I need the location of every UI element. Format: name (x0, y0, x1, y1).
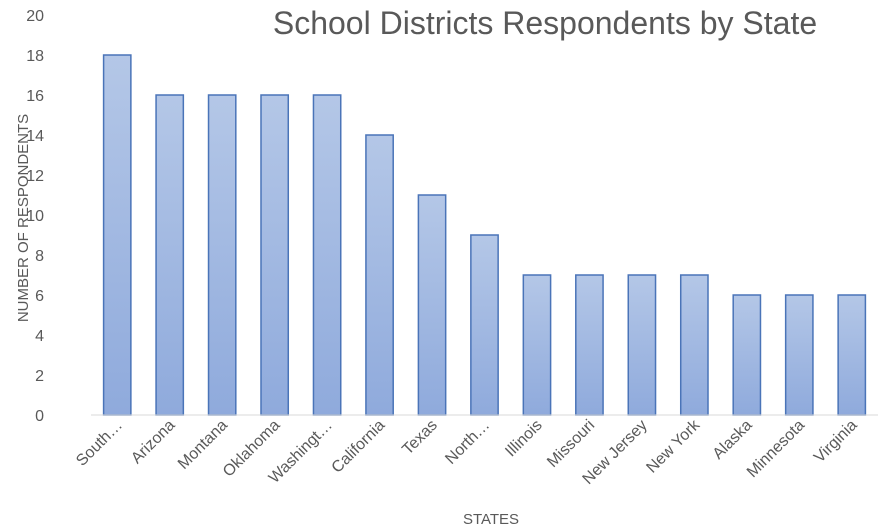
bar (837, 294, 867, 416)
bar (784, 294, 814, 416)
y-tick-label: 0 (35, 408, 44, 425)
bar (365, 134, 394, 416)
y-tick-label: 12 (26, 168, 44, 185)
y-tick-label: 18 (26, 48, 44, 65)
y-tick-label: 10 (26, 208, 44, 225)
y-tick-label: 16 (26, 88, 44, 105)
bar (732, 294, 762, 416)
x-tick-label: Texas (399, 417, 441, 459)
y-tick-label: 6 (35, 288, 44, 305)
x-axis: South… ArizonaMontanaOklahomaWashingt…Cal… (73, 416, 861, 488)
bar (102, 54, 132, 416)
x-axis-title: STATES (463, 511, 519, 528)
bar (470, 234, 499, 416)
y-axis: 0 2 4 6 8 10 12 14 16 18 20 (26, 8, 44, 425)
x-tick-label: Arizona (128, 417, 178, 467)
y-tick-label: 8 (35, 248, 44, 265)
y-axis-title: NUMBER OF RESPONDENTS (15, 114, 32, 322)
bar (260, 94, 290, 416)
y-tick-label: 14 (26, 128, 44, 145)
bar (155, 94, 185, 416)
x-tick-label: Alaska (710, 417, 756, 463)
x-tick-label: South… (73, 417, 126, 470)
bar (522, 274, 552, 416)
bar-series (102, 54, 867, 416)
x-tick-label: North… (442, 417, 493, 468)
y-tick-label: 2 (35, 368, 44, 385)
x-tick-label: Illinois (502, 417, 545, 460)
x-tick-label: Minnesota (744, 417, 808, 481)
bar (627, 274, 657, 416)
x-tick-label: Missouri (544, 417, 598, 471)
x-tick-label: California (329, 417, 389, 477)
x-tick-label: Virginia (811, 417, 861, 467)
x-tick-label: New York (643, 416, 704, 477)
bar (312, 94, 342, 416)
bar (417, 194, 447, 416)
y-tick-label: 20 (26, 8, 44, 25)
chart-title: School Districts Respondents by State (273, 5, 817, 41)
bar (679, 274, 709, 416)
y-tick-label: 4 (35, 328, 44, 345)
bar (207, 94, 237, 416)
bar (575, 274, 604, 416)
